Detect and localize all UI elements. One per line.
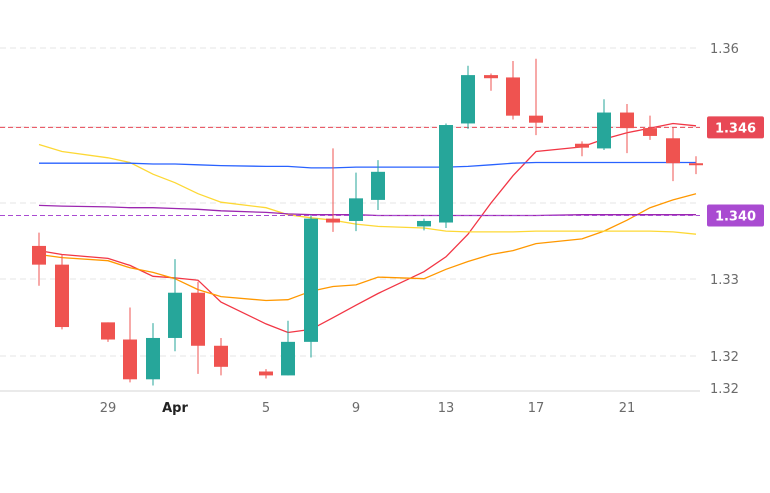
candle-body bbox=[101, 322, 115, 340]
candle-body bbox=[575, 143, 589, 148]
series-line bbox=[38, 193, 697, 302]
price-badge-label: 1.340 bbox=[715, 210, 756, 225]
candle-body bbox=[349, 198, 363, 221]
candle-body bbox=[643, 128, 657, 136]
price-badge bbox=[707, 116, 764, 139]
candle-body bbox=[191, 292, 205, 346]
price-level-lines bbox=[0, 126, 700, 216]
candle-body bbox=[484, 75, 498, 79]
y-tick-label: 1.32 bbox=[710, 350, 739, 365]
candle-body bbox=[506, 77, 520, 116]
x-tick-label: Apr bbox=[162, 401, 188, 416]
y-tick-label: 1.36 bbox=[710, 42, 739, 57]
candle-body bbox=[620, 112, 634, 129]
x-tick-label: 5 bbox=[262, 401, 270, 416]
candle-body bbox=[32, 245, 46, 265]
x-tick-label: 17 bbox=[528, 401, 545, 416]
candle-body bbox=[214, 345, 228, 367]
price-badge-label: 1.346 bbox=[715, 121, 756, 136]
candle-body bbox=[326, 218, 340, 223]
x-tick-label: 21 bbox=[619, 401, 636, 416]
candle-body bbox=[259, 371, 273, 376]
y-tick-label: 1.33 bbox=[710, 273, 739, 288]
candles bbox=[32, 58, 703, 386]
candle-body bbox=[417, 220, 431, 227]
candle-body bbox=[304, 218, 318, 342]
candle-body bbox=[146, 337, 160, 380]
candle-body bbox=[281, 341, 295, 376]
candle-body bbox=[666, 138, 680, 164]
candle-body bbox=[439, 125, 453, 223]
candle-body bbox=[123, 339, 137, 380]
x-tick-label: 29 bbox=[100, 401, 117, 416]
moving-average-lines bbox=[38, 122, 697, 334]
x-axis-ticks: 29 Apr 5 9 13 17 21 bbox=[100, 401, 636, 416]
candle-body bbox=[529, 115, 543, 123]
series-line bbox=[38, 143, 697, 235]
candle-body bbox=[597, 112, 611, 149]
price-badge bbox=[707, 204, 764, 227]
candle-body bbox=[689, 163, 703, 166]
candle-body bbox=[461, 75, 475, 124]
series-line bbox=[39, 161, 696, 169]
candle-body bbox=[168, 292, 182, 338]
candle-body bbox=[371, 171, 385, 200]
series-line bbox=[38, 122, 697, 334]
x-tick-label: 9 bbox=[352, 401, 360, 416]
y-axis-ticks: 1.36 1.33 1.32 1.32 bbox=[710, 42, 739, 397]
candle-body bbox=[55, 264, 69, 328]
price-badges: 1.346 1.340 bbox=[707, 116, 764, 227]
y-tick-label: 1.32 bbox=[710, 382, 739, 397]
x-tick-label: 13 bbox=[438, 401, 455, 416]
series-line bbox=[38, 204, 696, 217]
